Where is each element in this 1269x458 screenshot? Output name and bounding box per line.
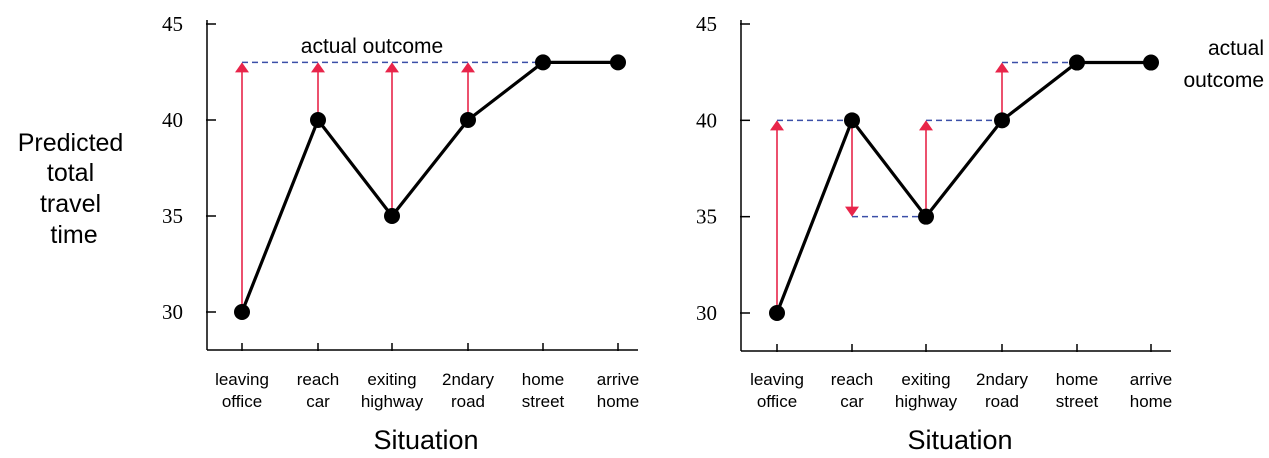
y-axis-label: Predicted total travel time [18,129,131,249]
x-tick-label: 2ndary [976,370,1028,389]
x-tick-label: home [1130,392,1173,411]
y-tick-label: 45 [162,12,183,36]
prediction-point [535,54,551,71]
x-tick-label: 2ndary [442,370,494,389]
y-axis-label-line-4: time [50,221,97,249]
y-tick-label: 40 [696,108,717,132]
x-tick-label: street [522,392,565,411]
y-tick-label: 35 [162,204,183,228]
prediction-point [310,112,326,128]
x-tick-label: office [757,392,797,411]
y-axis-label-line-2: total [47,159,94,187]
x-tick-label: reach [297,370,340,389]
chart-td-updates-right: 30 35 40 45 leaving office reach car exiting high… [696,12,1264,455]
x-tick-label: office [222,392,262,411]
x-tick-label: leaving [750,370,804,389]
x-tick-label: leaving [215,370,269,389]
prediction-point [994,112,1010,129]
prediction-point [234,304,250,320]
prediction-point [1143,54,1159,71]
y-tick-label: 30 [162,300,183,324]
prediction-line [240,60,618,313]
x-tick-label: arrive [1130,370,1173,389]
x-tick-label: arrive [597,370,640,389]
x-axis-title: Situation [907,425,1012,455]
prediction-point [918,208,934,225]
x-tick-label: highway [361,392,424,411]
prediction-line [775,60,1151,314]
x-axis-title: Situation [373,425,478,455]
x-tick-label: highway [895,392,958,411]
y-tick-label: 45 [696,12,717,36]
x-tick-label: reach [831,370,874,389]
prediction-point [769,305,785,321]
x-tick-label: road [985,392,1019,411]
prediction-point [610,54,626,71]
y-tick-label: 30 [696,301,717,325]
y-tick-label: 35 [696,205,717,229]
x-tick-label: car [840,392,864,411]
y-tick-label: 40 [162,108,183,132]
x-tick-label: street [1056,392,1099,411]
x-tick-label: exiting [367,370,416,389]
prediction-point [844,112,860,129]
x-tick-label: home [597,392,640,411]
chart-td-updates-left: 30 35 40 45 leaving office reach car exiting high… [162,12,639,455]
actual-outcome-label: actual outcome [301,35,443,58]
y-axis-label-line-3: travel [40,190,101,218]
prediction-point [460,112,476,128]
x-tick-label: home [522,370,565,389]
actual-outcome-label: actual [1208,37,1264,60]
actual-outcome-label: outcome [1183,69,1264,92]
x-tick-label: road [451,392,485,411]
x-tick-label: exiting [901,370,950,389]
prediction-point [1069,54,1085,71]
y-axis-label-line-1: Predicted [18,129,124,157]
x-tick-label: home [1056,370,1099,389]
x-tick-label: car [306,392,330,411]
prediction-point [384,208,400,224]
